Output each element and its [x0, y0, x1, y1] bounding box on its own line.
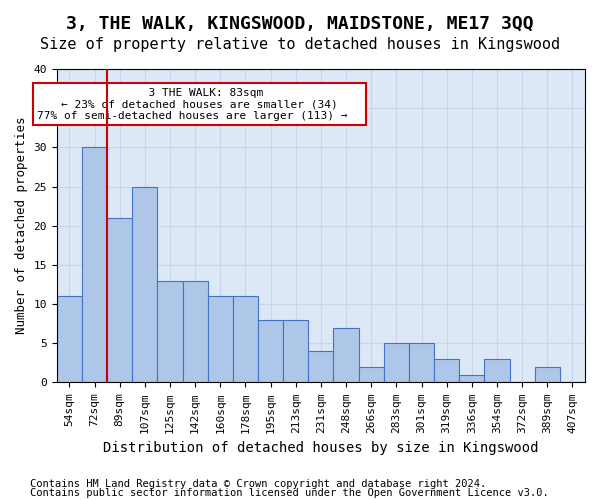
Text: 3, THE WALK, KINGSWOOD, MAIDSTONE, ME17 3QQ: 3, THE WALK, KINGSWOOD, MAIDSTONE, ME17 …: [66, 15, 534, 33]
Bar: [132, 186, 157, 382]
Bar: [283, 320, 308, 382]
Bar: [535, 367, 560, 382]
Text: Contains public sector information licensed under the Open Government Licence v3: Contains public sector information licen…: [30, 488, 549, 498]
Bar: [258, 320, 283, 382]
Bar: [107, 218, 132, 382]
Bar: [434, 359, 459, 382]
Text: Size of property relative to detached houses in Kingswood: Size of property relative to detached ho…: [40, 38, 560, 52]
Bar: [157, 280, 182, 382]
Bar: [182, 280, 208, 382]
Bar: [208, 296, 233, 382]
Bar: [57, 296, 82, 382]
Bar: [233, 296, 258, 382]
Bar: [409, 344, 434, 382]
Bar: [459, 374, 484, 382]
Text: 3 THE WALK: 83sqm
← 23% of detached houses are smaller (34)
77% of semi-detached: 3 THE WALK: 83sqm ← 23% of detached hous…: [37, 88, 361, 121]
X-axis label: Distribution of detached houses by size in Kingswood: Distribution of detached houses by size …: [103, 441, 539, 455]
Bar: [334, 328, 359, 382]
Bar: [82, 148, 107, 382]
Y-axis label: Number of detached properties: Number of detached properties: [15, 117, 28, 334]
Bar: [384, 344, 409, 382]
Bar: [308, 351, 334, 382]
Bar: [484, 359, 509, 382]
Bar: [359, 367, 384, 382]
Text: Contains HM Land Registry data © Crown copyright and database right 2024.: Contains HM Land Registry data © Crown c…: [30, 479, 486, 489]
